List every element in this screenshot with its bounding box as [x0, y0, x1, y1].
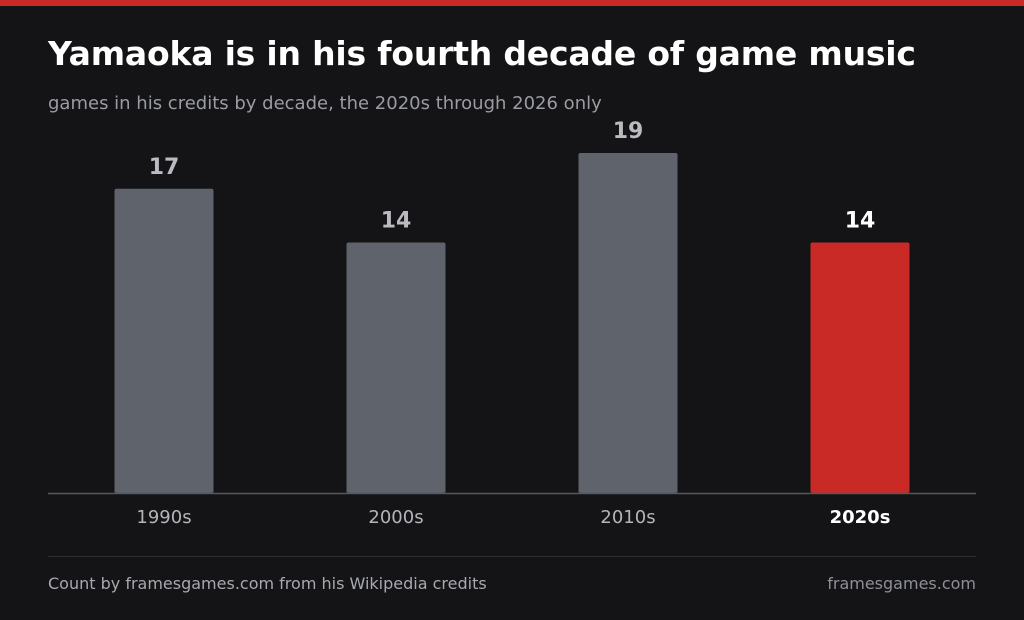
- footer-divider: [48, 556, 976, 557]
- bar-2020s: [810, 242, 910, 493]
- brand-label: framesgames.com: [827, 574, 976, 593]
- source-note: Count by framesgames.com from his Wikipe…: [48, 574, 487, 593]
- category-label-2010s: 2010s: [600, 507, 655, 528]
- bar-1990s: [114, 188, 214, 493]
- bar-chart: 17 1990s 14 2000s 19 2010s 14 2020s: [48, 119, 976, 528]
- top-accent-bar: [0, 0, 1024, 6]
- chart-subtitle: games in his credits by decade, the 2020…: [48, 93, 602, 114]
- category-label-2020s: 2020s: [830, 507, 891, 528]
- bar-2000s: [346, 242, 446, 493]
- chart-title: Yamaoka is in his fourth decade of game …: [48, 34, 916, 73]
- value-label-2000s: 14: [381, 208, 412, 233]
- value-label-1990s: 17: [149, 155, 180, 180]
- category-label-2000s: 2000s: [368, 507, 423, 528]
- value-label-2010s: 19: [613, 119, 644, 144]
- category-label-1990s: 1990s: [136, 507, 191, 528]
- value-label-2020s: 14: [845, 208, 876, 233]
- bar-2010s: [578, 153, 678, 493]
